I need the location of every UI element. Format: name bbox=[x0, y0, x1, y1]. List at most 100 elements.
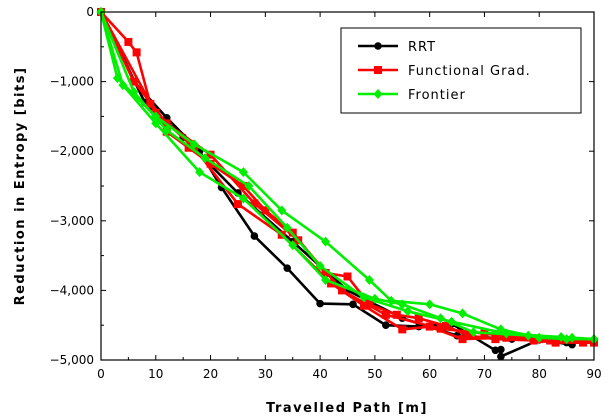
series-1-run-1-point-3 bbox=[233, 200, 242, 209]
x-tick-label-3: 30 bbox=[258, 367, 273, 381]
y-tick-label-4: −4,000 bbox=[50, 283, 94, 297]
series-2-run-2-point-8 bbox=[403, 306, 413, 317]
series-2-run-1-point-3 bbox=[195, 167, 205, 178]
series-2-run-1-point-9 bbox=[436, 313, 446, 324]
series-1-run-0-point-15 bbox=[442, 321, 451, 330]
series-2-run-0-point-12 bbox=[534, 332, 544, 343]
series-2-run-0-point-7 bbox=[364, 274, 374, 285]
series-1-run-0-point-1 bbox=[124, 37, 133, 46]
x-tick-label-4: 40 bbox=[312, 367, 327, 381]
series-0-run-0-point-7 bbox=[316, 299, 324, 308]
y-tick-label-3: −3,000 bbox=[50, 214, 94, 228]
series-2-run-0-point-2 bbox=[151, 111, 161, 122]
series-2-run-2-point-7 bbox=[359, 292, 369, 303]
series-2-run-2-point-2 bbox=[162, 125, 172, 136]
legend-label-1: Functional Grad. bbox=[408, 64, 531, 79]
y-tick-label-1: −1,000 bbox=[50, 75, 94, 89]
series-1-run-0-point-8 bbox=[261, 206, 270, 215]
series-1-run-0-point-14 bbox=[414, 314, 423, 323]
y-tick-label-5: −5,000 bbox=[50, 353, 94, 367]
series-1-run-0-point-17 bbox=[491, 335, 500, 344]
y-tick-label-2: −2,000 bbox=[50, 144, 94, 158]
series-0-run-0-point-13 bbox=[497, 345, 505, 354]
series-1-run-2-point-6 bbox=[338, 286, 347, 295]
series-2-run-1-point-6 bbox=[321, 274, 331, 285]
legend-entry-0: RRT bbox=[358, 40, 436, 55]
series-0-run-0-point-5 bbox=[250, 232, 259, 240]
x-tick-label-5: 50 bbox=[367, 367, 382, 381]
series-2-run-2-point-6 bbox=[315, 261, 325, 272]
series-0-run-0-point-8 bbox=[349, 300, 357, 309]
series-0-run-0-point-6 bbox=[283, 264, 292, 272]
legend-label-0: RRT bbox=[408, 40, 436, 55]
series-1-run-0-point-11 bbox=[343, 272, 352, 281]
series-2-run-2-point-5 bbox=[282, 222, 292, 233]
x-tick-label-9: 90 bbox=[586, 367, 601, 381]
series-1-run-2-point-8 bbox=[436, 324, 445, 333]
x-tick-label-1: 10 bbox=[148, 367, 163, 381]
ticks-layer: 0 10 20 30 40 50 60 70 80 90 0 −1,000 −2,000 −3,000 −4… bbox=[50, 5, 602, 381]
series-2-run-1-point-10 bbox=[468, 327, 478, 338]
series-2-run-2-point-1 bbox=[129, 87, 139, 98]
series-2-run-2-point-9 bbox=[447, 316, 457, 327]
series-2-run-1-point-2 bbox=[151, 118, 161, 129]
series-1-run-1-point-11 bbox=[546, 336, 555, 345]
series-2-run-1-point-11 bbox=[523, 330, 533, 341]
series-2 bbox=[96, 7, 599, 345]
series-2-run-0-point-5 bbox=[277, 205, 287, 216]
x-tick-label-2: 20 bbox=[203, 367, 218, 381]
series-1-run-0-point-6 bbox=[206, 159, 215, 168]
x-tick-label-8: 80 bbox=[532, 367, 547, 381]
series-1-run-0-point-2 bbox=[132, 48, 141, 57]
series-2-run-0-point-3 bbox=[189, 139, 199, 150]
legend-marker-0 bbox=[374, 42, 382, 50]
series-2-run-0-point-4 bbox=[238, 167, 248, 178]
x-tick-label-0: 0 bbox=[97, 367, 105, 381]
series-2-run-0-point-9 bbox=[425, 299, 435, 310]
series-0-run-0-point-9 bbox=[382, 321, 390, 330]
series-1-run-2-point-4 bbox=[250, 199, 259, 208]
y-axis-title: Reduction in Entropy [bits] bbox=[13, 67, 28, 306]
series-2-run-0-point-6 bbox=[321, 236, 331, 247]
series-2-run-2-point-11 bbox=[556, 332, 566, 343]
series-2-run-1-point-8 bbox=[397, 299, 407, 310]
legend-entry-2: Frontier bbox=[358, 88, 466, 103]
legend-entry-1: Functional Grad. bbox=[358, 64, 531, 79]
legend-label-2: Frontier bbox=[408, 88, 466, 103]
series-1-run-1-point-9 bbox=[458, 335, 467, 344]
series-1-run-0-point-13 bbox=[392, 310, 401, 319]
series-1-run-0-point-12 bbox=[365, 300, 374, 309]
series-2-run-0-point-1 bbox=[112, 73, 122, 84]
series-2-run-1-point-7 bbox=[370, 293, 380, 304]
series-2-run-0-point-10 bbox=[458, 308, 468, 319]
x-tick-label-7: 70 bbox=[477, 367, 492, 381]
series-2-run-0-point-8 bbox=[386, 295, 396, 306]
series-2-run-0-point-11 bbox=[496, 324, 506, 335]
series-1-run-0-point-7 bbox=[239, 182, 248, 190]
series-1-run-2-point-7 bbox=[381, 310, 390, 319]
series-1-run-1-point-7 bbox=[398, 325, 407, 334]
series-1-run-0-point-16 bbox=[464, 331, 473, 340]
series-1-run-0-point-18 bbox=[529, 336, 538, 345]
series-2-run-2-point-3 bbox=[200, 153, 210, 164]
x-tick-label-6: 60 bbox=[422, 367, 437, 381]
series-layer bbox=[96, 7, 599, 361]
series-2-run-2-point-10 bbox=[501, 328, 511, 339]
series-0-run-0-point-14 bbox=[497, 352, 505, 361]
series-1-run-2-point-1 bbox=[129, 77, 138, 86]
legend-marker-2 bbox=[373, 89, 383, 99]
series-2-run-2-point-4 bbox=[244, 181, 254, 191]
series-1-run-1-point-8 bbox=[425, 322, 434, 331]
series-1-run-1-point-6 bbox=[359, 301, 368, 310]
series-1-run-0-point-10 bbox=[321, 269, 330, 277]
series-2-run-1-point-5 bbox=[288, 240, 298, 251]
series-2-run-1-point-4 bbox=[238, 193, 248, 204]
series-1-run-0-point-3 bbox=[146, 99, 155, 108]
legend-entries: RRT Functional Grad. Frontier bbox=[358, 40, 531, 103]
y-tick-label-0: 0 bbox=[86, 5, 94, 19]
series-2-run-1-point-1 bbox=[118, 80, 128, 91]
series-1-run-1-point-12 bbox=[579, 338, 588, 347]
x-axis-title: Travelled Path [m] bbox=[266, 401, 428, 416]
series-1-run-0-point-19 bbox=[551, 338, 560, 347]
